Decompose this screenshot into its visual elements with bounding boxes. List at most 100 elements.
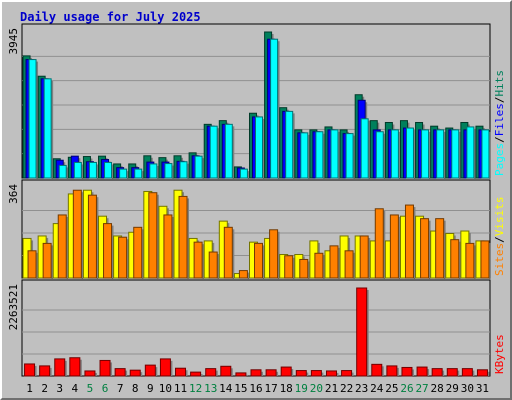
bar-kbytes-day-26 bbox=[401, 366, 413, 377]
bar-pages-day-8 bbox=[134, 168, 143, 179]
bar-pages-day-29 bbox=[451, 129, 460, 179]
day-label-30: 30 bbox=[461, 382, 474, 395]
bar-pages-day-17 bbox=[270, 38, 279, 179]
legend-visits: Visits bbox=[493, 197, 506, 237]
bar-kbytes-day-1 bbox=[24, 363, 36, 377]
bar-sites-day-24 bbox=[374, 208, 384, 279]
legend-sites: Sites bbox=[493, 243, 506, 276]
max-label-visits-sites: 364 bbox=[7, 184, 20, 204]
legend-visits-sites: Sites/Visits bbox=[493, 197, 506, 277]
bar-kbytes-day-21 bbox=[325, 370, 337, 377]
bar-pages-day-19 bbox=[300, 132, 309, 179]
bar-kbytes-day-22 bbox=[341, 370, 353, 377]
bar-pages-day-27 bbox=[421, 129, 430, 179]
bar-sites-day-9 bbox=[148, 192, 158, 279]
bar-sites-day-3 bbox=[57, 214, 67, 279]
bar-sites-day-17 bbox=[269, 229, 279, 279]
bar-sites-day-10 bbox=[163, 214, 173, 279]
bar-sites-day-25 bbox=[389, 214, 399, 279]
legend-separator: / bbox=[493, 236, 506, 243]
bar-kbytes-day-16 bbox=[250, 369, 262, 377]
day-label-9: 9 bbox=[147, 382, 154, 395]
max-label-hits-files-pages: 3945 bbox=[7, 28, 20, 55]
day-label-4: 4 bbox=[72, 382, 79, 395]
bar-sites-day-12 bbox=[193, 241, 203, 279]
bar-pages-day-7 bbox=[119, 168, 128, 179]
bar-sites-day-1 bbox=[27, 250, 37, 279]
day-label-22: 22 bbox=[340, 382, 353, 395]
bar-kbytes-day-14 bbox=[220, 365, 232, 377]
bar-pages-day-24 bbox=[375, 131, 384, 179]
bar-pages-day-12 bbox=[194, 155, 203, 179]
bar-sites-day-30 bbox=[465, 242, 475, 279]
bar-kbytes-day-24 bbox=[371, 363, 383, 377]
day-label-15: 15 bbox=[234, 382, 247, 395]
bar-pages-day-20 bbox=[315, 131, 324, 179]
bar-sites-day-28 bbox=[435, 218, 445, 279]
bar-sites-day-20 bbox=[314, 252, 324, 279]
bar-pages-day-2 bbox=[43, 78, 52, 179]
bar-sites-day-11 bbox=[178, 195, 188, 279]
day-label-3: 3 bbox=[56, 382, 63, 395]
bar-pages-day-28 bbox=[436, 129, 445, 179]
day-label-1: 1 bbox=[26, 382, 33, 395]
bar-sites-day-2 bbox=[42, 242, 52, 279]
bar-kbytes-day-9 bbox=[144, 364, 156, 377]
day-label-19: 19 bbox=[295, 382, 308, 395]
bar-kbytes-day-19 bbox=[295, 370, 307, 377]
bar-kbytes-day-28 bbox=[431, 368, 443, 377]
bar-sites-day-4 bbox=[72, 189, 82, 279]
bar-sites-day-21 bbox=[329, 245, 339, 279]
bar-pages-day-30 bbox=[466, 126, 475, 179]
bar-sites-day-22 bbox=[344, 250, 354, 279]
bar-pages-day-18 bbox=[285, 110, 294, 179]
day-label-13: 13 bbox=[204, 382, 217, 395]
bar-pages-day-10 bbox=[164, 163, 173, 179]
bar-kbytes-day-15 bbox=[235, 372, 247, 377]
bar-kbytes-day-30 bbox=[461, 368, 473, 377]
day-label-6: 6 bbox=[102, 382, 109, 395]
bar-kbytes-day-29 bbox=[446, 368, 458, 377]
day-label-25: 25 bbox=[385, 382, 398, 395]
day-label-5: 5 bbox=[87, 382, 94, 395]
bar-pages-day-16 bbox=[255, 116, 263, 179]
bar-pages-day-5 bbox=[88, 161, 97, 179]
bar-pages-day-23 bbox=[360, 118, 369, 179]
day-label-23: 23 bbox=[355, 382, 368, 395]
bar-sites-day-13 bbox=[208, 251, 218, 279]
bar-kbytes-day-11 bbox=[175, 367, 187, 377]
day-label-16: 16 bbox=[249, 382, 262, 395]
day-label-26: 26 bbox=[400, 382, 413, 395]
bar-kbytes-day-5 bbox=[84, 370, 96, 377]
bar-pages-day-9 bbox=[149, 163, 158, 179]
legend-hits-files-pages: Pages/Files/Hits bbox=[493, 70, 506, 176]
bar-pages-day-1 bbox=[28, 59, 37, 179]
bar-kbytes-day-3 bbox=[54, 358, 66, 377]
bar-sites-day-26 bbox=[404, 204, 414, 279]
day-label-8: 8 bbox=[132, 382, 139, 395]
bar-kbytes-day-13 bbox=[205, 368, 217, 377]
bar-pages-day-11 bbox=[179, 161, 188, 179]
bar-sites-day-6 bbox=[103, 223, 113, 279]
legend-hits: Hits bbox=[493, 70, 506, 97]
day-label-2: 2 bbox=[41, 382, 48, 395]
bar-pages-day-26 bbox=[405, 127, 414, 179]
bar-sites-day-31 bbox=[480, 240, 490, 279]
chart-title: Daily usage for July 2025 bbox=[20, 10, 201, 24]
bar-kbytes-day-8 bbox=[129, 369, 141, 377]
bar-kbytes-day-25 bbox=[386, 365, 398, 377]
day-label-14: 14 bbox=[219, 382, 233, 395]
bar-kbytes-day-27 bbox=[416, 366, 428, 377]
bar-pages-day-22 bbox=[345, 133, 354, 179]
bar-kbytes-day-20 bbox=[310, 370, 322, 377]
bar-pages-day-25 bbox=[390, 129, 399, 179]
day-label-21: 21 bbox=[325, 382, 338, 395]
day-label-17: 17 bbox=[264, 382, 277, 395]
day-label-7: 7 bbox=[117, 382, 124, 395]
legend-separator: / bbox=[493, 136, 506, 143]
bar-sites-day-8 bbox=[133, 226, 143, 279]
bar-pages-day-15 bbox=[239, 168, 248, 179]
bar-pages-day-3 bbox=[58, 164, 67, 179]
bar-pages-day-21 bbox=[330, 129, 339, 179]
